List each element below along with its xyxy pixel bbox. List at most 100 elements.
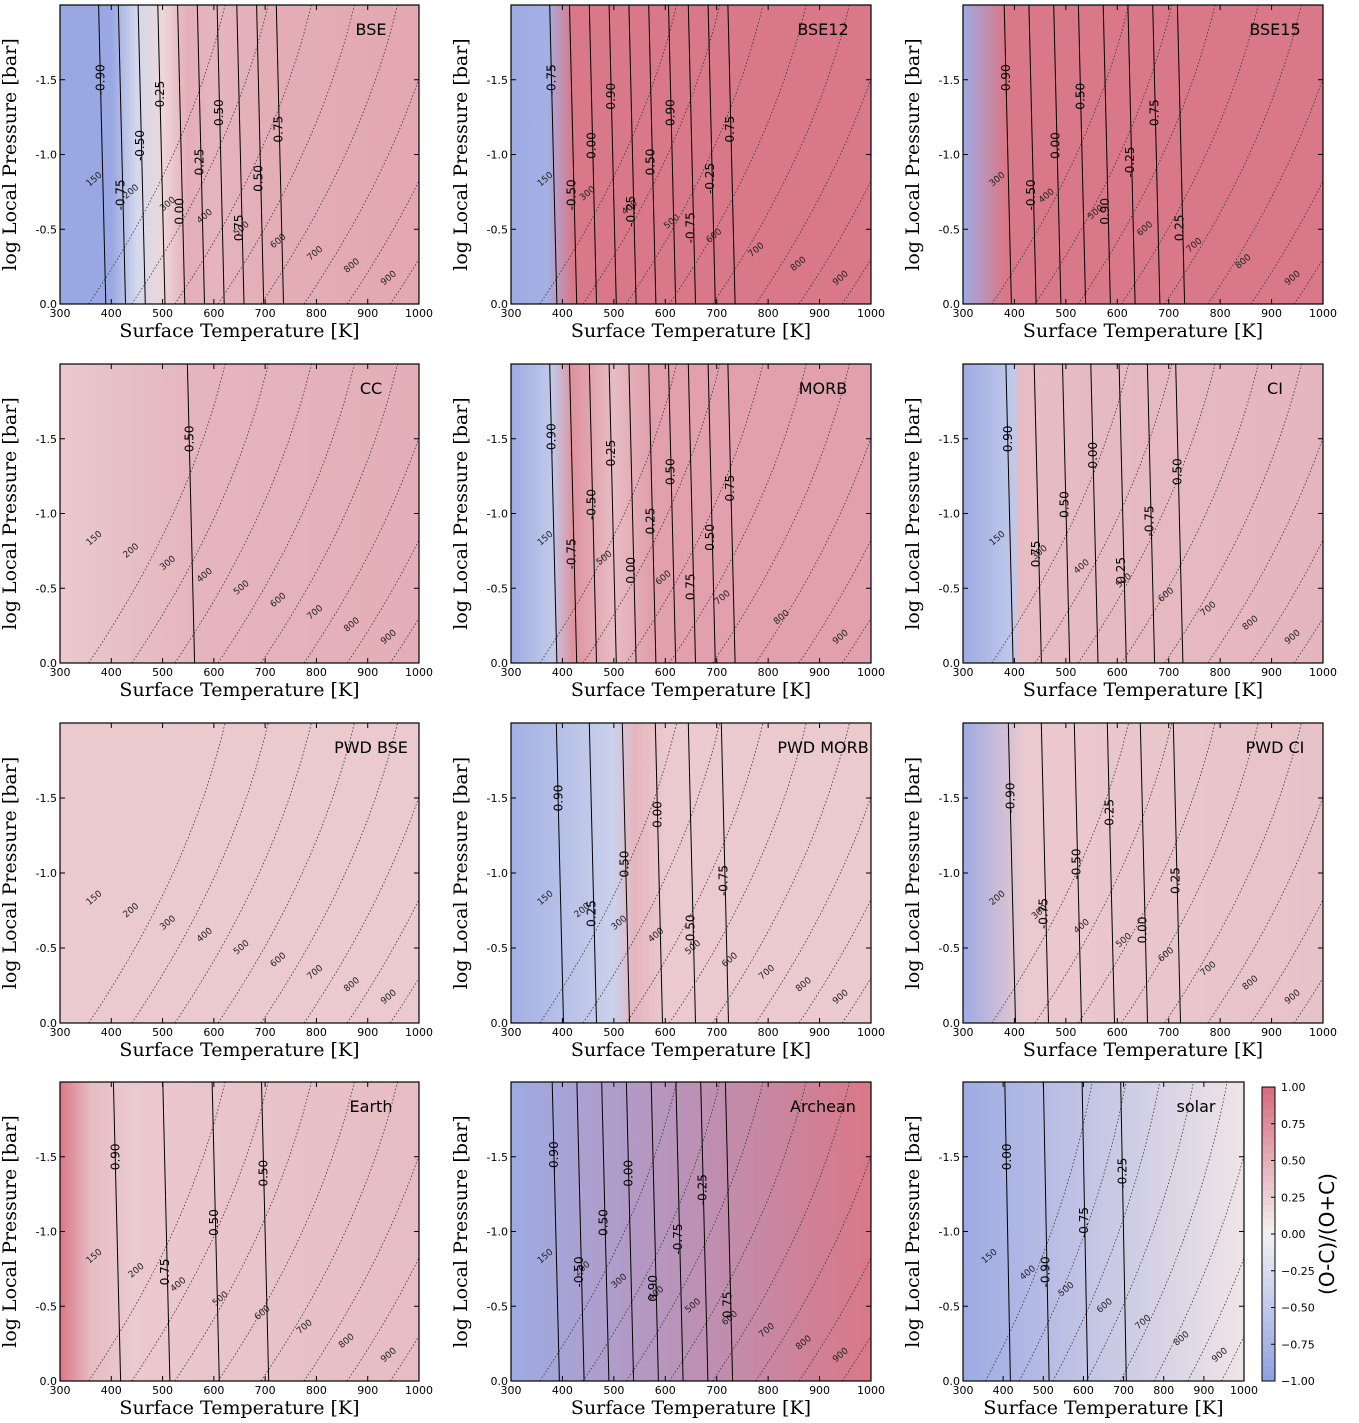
isotherm-line	[260, 5, 398, 304]
y-tick-label: -1.0	[36, 867, 57, 880]
contour-line	[727, 364, 736, 663]
contour-group	[555, 723, 729, 1023]
x-tick-label: 400	[101, 666, 122, 679]
contour-line	[1053, 5, 1062, 304]
contour-label: 0.75	[1148, 99, 1162, 126]
x-tick-label: 900	[809, 307, 830, 320]
contour-label: 0.75	[158, 1259, 172, 1286]
contour-line	[275, 5, 284, 304]
x-tick-label: 900	[357, 1384, 378, 1397]
x-tick-label: 1000	[857, 307, 885, 320]
y-axis-label: log Local Pressure [bar]	[450, 397, 472, 629]
x-tick-label: 800	[306, 1026, 327, 1039]
isotherm-line	[88, 5, 226, 304]
x-tick-label: 800	[1210, 307, 1231, 320]
isotherm-line	[1121, 364, 1259, 663]
contour-line	[1073, 723, 1082, 1023]
y-axis-label: log Local Pressure [bar]	[0, 397, 21, 629]
x-tick-label: 1000	[405, 307, 433, 320]
x-tick-label: 500	[1055, 666, 1076, 679]
contour-label: -0.25	[604, 440, 618, 471]
y-tick-label: 0.0	[491, 1017, 509, 1030]
isotherm-line	[755, 77, 871, 304]
colorbar-tick-label: −0.50	[1281, 1302, 1315, 1315]
isotherm-line	[174, 5, 312, 304]
x-tick-label: 400	[552, 1384, 573, 1397]
isotherm-group	[88, 5, 419, 304]
contour-line	[211, 1082, 220, 1381]
y-tick-label: 0.0	[40, 1017, 58, 1030]
contour-label: -0.25	[703, 163, 717, 194]
isotherm-line	[755, 1154, 871, 1381]
contour-label: 0.75	[683, 573, 697, 600]
contour-label: -0.75	[683, 212, 697, 243]
isotherm-line	[669, 364, 807, 663]
contour-line	[112, 1082, 122, 1381]
contour-label: 0.50	[207, 1209, 221, 1236]
contour-line	[668, 364, 677, 663]
colorbar-segment	[1262, 1145, 1275, 1154]
contour-line	[1102, 5, 1111, 304]
contour-label: -0.25	[1123, 146, 1137, 177]
contour-group	[549, 5, 736, 304]
x-tick-label: 800	[306, 1384, 327, 1397]
isotherm-line	[991, 723, 1129, 1023]
contour-group	[549, 364, 736, 663]
x-tick-label: 900	[809, 1026, 830, 1039]
y-tick-label: 0.0	[491, 1375, 509, 1388]
x-tick-label: 300	[501, 1026, 522, 1039]
isotherm-line	[539, 723, 677, 1023]
contour-label: 0.00	[1049, 132, 1063, 159]
isotherm-line	[1034, 364, 1173, 663]
isotherm-line	[260, 1082, 398, 1381]
y-tick-label: -1.5	[36, 433, 57, 446]
x-tick-label: 900	[357, 307, 378, 320]
colorbar-label: (O-C)/(O+C)	[1315, 1173, 1339, 1295]
x-tick-label: 600	[1107, 1026, 1128, 1039]
x-tick-label: 500	[152, 666, 173, 679]
y-axis-label: log Local Pressure [bar]	[902, 1115, 924, 1347]
x-tick-label: 800	[1210, 666, 1231, 679]
panel-2: 300 400 500 600 700 800 900 -0.90 -0.50 0.00 0.50 0…	[902, 4, 1359, 342]
panel-title: CC	[360, 379, 382, 398]
contour-line	[1172, 723, 1181, 1023]
y-tick-label: -0.5	[939, 942, 960, 955]
x-tick-label: 300	[953, 1384, 974, 1397]
y-tick-label: -0.5	[939, 582, 960, 595]
contour-group	[98, 5, 284, 304]
x-tick-label: 500	[603, 1026, 624, 1039]
x-tick-label: 600	[655, 1026, 676, 1039]
isotherm-line	[991, 364, 1129, 663]
x-tick-label: 400	[993, 1384, 1014, 1397]
contour-line	[569, 5, 578, 304]
colorbar-segment	[1262, 1116, 1275, 1125]
y-tick-label: -1.0	[487, 149, 508, 162]
contour-line	[1004, 1082, 1011, 1381]
colorbar-segment	[1262, 1153, 1275, 1161]
contour-label: 0.25	[584, 900, 598, 927]
colorbar-segment	[1262, 1094, 1275, 1103]
contour-label: -0.90	[1003, 782, 1017, 813]
isotherm-group	[991, 723, 1323, 1023]
contour-line	[654, 723, 663, 1023]
isotherm-line	[1337, 5, 1359, 304]
x-tick-label: 900	[809, 1384, 830, 1397]
isotherm-line	[1337, 364, 1359, 663]
y-tick-label: -1.0	[939, 867, 960, 880]
y-tick-label: -0.5	[939, 1300, 960, 1313]
contour-line	[588, 364, 597, 663]
x-axis-label: Surface Temperature [K]	[119, 679, 359, 701]
isotherm-group	[991, 364, 1359, 663]
x-tick-label: 600	[203, 1026, 224, 1039]
x-tick-label: 300	[501, 666, 522, 679]
isotherm-line	[174, 723, 312, 1023]
isotherm-line	[88, 364, 226, 663]
colorbar-segment	[1262, 1160, 1275, 1169]
contour-line	[625, 1082, 635, 1381]
contour-label: 0.00	[624, 557, 638, 584]
isotherm-line	[303, 1154, 419, 1381]
y-tick-label: 0.0	[943, 298, 961, 311]
x-tick-label: 400	[101, 1384, 122, 1397]
isotherm-line	[582, 1082, 721, 1381]
contour-line	[1146, 364, 1156, 663]
